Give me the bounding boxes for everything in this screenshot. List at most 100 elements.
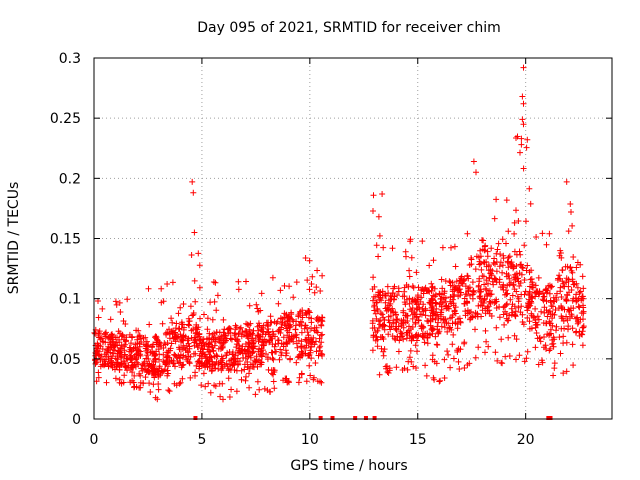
data-point — [204, 315, 211, 322]
data-point — [228, 386, 235, 393]
data-point — [420, 290, 427, 297]
data-point — [281, 310, 288, 317]
data-point — [569, 341, 576, 348]
data-point — [437, 296, 444, 302]
data-point — [112, 375, 119, 382]
data-point — [394, 316, 401, 322]
data-point — [468, 256, 475, 263]
data-point — [422, 362, 429, 369]
data-point — [193, 362, 200, 369]
data-point — [498, 336, 505, 343]
data-point — [158, 285, 165, 292]
data-point — [549, 341, 556, 348]
data-point — [424, 340, 431, 347]
data-point — [175, 310, 182, 317]
data-point — [402, 248, 409, 255]
data-point — [556, 334, 563, 341]
y-tick-label: 0.25 — [50, 111, 81, 127]
data-point — [317, 343, 324, 350]
data-point — [155, 371, 162, 378]
data-point — [243, 320, 250, 327]
data-point — [263, 351, 269, 357]
data-point — [290, 294, 297, 301]
data-point — [412, 319, 419, 326]
data-point — [483, 338, 490, 345]
data-point — [281, 321, 288, 328]
data-point — [427, 300, 434, 307]
data-point — [97, 336, 104, 343]
data-point — [392, 309, 399, 316]
data-point — [118, 360, 125, 367]
data-point — [500, 304, 507, 311]
data-point — [190, 311, 197, 318]
data-point — [501, 321, 508, 328]
data-point — [152, 334, 158, 341]
data-point — [101, 351, 108, 358]
data-point — [149, 361, 155, 368]
data-point — [318, 317, 325, 324]
data-point — [519, 116, 526, 123]
data-point — [482, 327, 489, 334]
data-point — [267, 336, 273, 343]
data-point — [516, 283, 523, 289]
data-point — [137, 379, 144, 386]
data-point — [523, 355, 530, 362]
data-point — [573, 264, 580, 271]
data-point — [285, 378, 292, 385]
data-point — [209, 344, 216, 350]
data-point — [524, 136, 531, 143]
data-point — [521, 242, 528, 249]
data-point — [188, 327, 195, 334]
x-tick-label: 10 — [301, 432, 319, 448]
data-point — [564, 291, 570, 298]
data-point — [579, 293, 586, 300]
data-point — [384, 283, 391, 290]
data-point — [305, 352, 311, 359]
data-point — [560, 333, 567, 340]
data-point — [470, 158, 477, 165]
data-point — [433, 311, 440, 318]
data-point — [527, 302, 534, 309]
data-point — [185, 335, 192, 342]
data-point — [129, 362, 136, 369]
zero-marker — [353, 416, 358, 420]
data-point — [272, 341, 279, 348]
data-point — [301, 325, 308, 332]
data-point — [559, 267, 566, 274]
data-point — [128, 340, 134, 347]
data-point — [426, 288, 433, 295]
data-point — [109, 353, 116, 360]
data-point — [179, 375, 186, 382]
data-point — [464, 310, 471, 317]
data-point — [117, 344, 124, 351]
data-point — [124, 356, 131, 362]
data-point — [257, 307, 264, 314]
data-point — [312, 360, 319, 366]
data-point — [187, 374, 194, 381]
data-point — [200, 336, 207, 343]
data-point — [469, 279, 476, 286]
data-point — [155, 381, 162, 387]
data-point — [279, 316, 286, 322]
data-point — [513, 356, 519, 363]
data-point — [311, 324, 318, 331]
data-point — [428, 295, 435, 302]
data-point — [472, 309, 479, 316]
data-point — [405, 358, 412, 365]
data-point — [403, 296, 410, 303]
data-point — [533, 288, 540, 295]
data-point — [118, 342, 125, 349]
data-point — [399, 293, 406, 300]
data-point — [168, 315, 175, 322]
data-point — [410, 284, 417, 291]
data-point — [538, 308, 545, 315]
data-point — [166, 326, 172, 333]
data-point — [541, 334, 547, 340]
data-points — [91, 64, 587, 420]
data-point — [387, 313, 394, 319]
data-point — [180, 301, 187, 307]
data-point — [513, 288, 520, 295]
data-point — [317, 288, 324, 294]
data-point — [556, 305, 562, 312]
data-point — [195, 250, 202, 257]
